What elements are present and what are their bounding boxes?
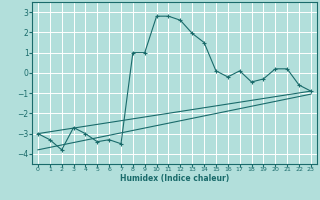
X-axis label: Humidex (Indice chaleur): Humidex (Indice chaleur) (120, 174, 229, 183)
